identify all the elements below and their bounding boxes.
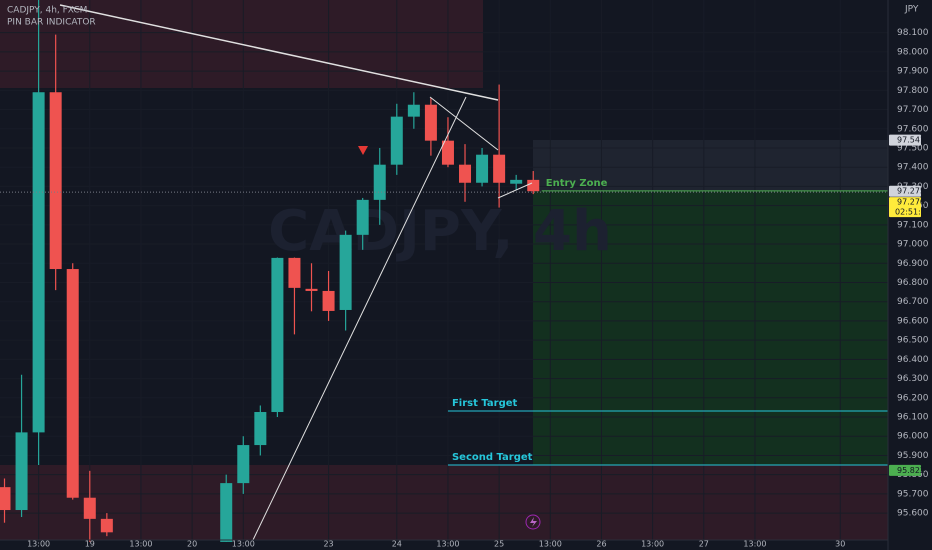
y-tick-label: 96.000 bbox=[897, 432, 929, 442]
x-tick-label: 13:00 bbox=[129, 540, 152, 549]
x-tick-label: 13:00 bbox=[743, 540, 766, 549]
y-tick-label: 97.400 bbox=[897, 163, 929, 173]
candle-body bbox=[390, 116, 403, 165]
candle-body bbox=[527, 179, 540, 192]
y-tick-label: 96.200 bbox=[897, 393, 929, 403]
y-tick-label: 97.700 bbox=[897, 105, 929, 115]
candle-body bbox=[271, 257, 284, 413]
y-tick-label: 95.600 bbox=[897, 509, 929, 519]
x-tick-label: 26 bbox=[596, 540, 606, 549]
x-tick-label: 13:00 bbox=[436, 540, 459, 549]
candle-body bbox=[305, 288, 318, 291]
candle-body bbox=[66, 269, 79, 498]
chart-title: CADJPY, 4h, FXCM bbox=[7, 6, 87, 16]
candle-body bbox=[220, 483, 233, 542]
candle-body bbox=[510, 179, 523, 184]
candle-body bbox=[288, 257, 301, 288]
x-tick-label: 25 bbox=[494, 540, 504, 549]
target-zone bbox=[533, 191, 888, 465]
candle-body bbox=[339, 234, 352, 310]
x-tick-label: 19 bbox=[85, 540, 95, 549]
y-tick-label: 96.300 bbox=[897, 374, 929, 384]
y-tick-label: 96.700 bbox=[897, 297, 929, 307]
y-tick-label: 96.600 bbox=[897, 316, 929, 326]
trend-line bbox=[497, 182, 533, 199]
y-tick-label: 96.900 bbox=[897, 259, 929, 269]
candle-body bbox=[373, 164, 386, 200]
price-axis bbox=[888, 0, 932, 550]
trend-line bbox=[59, 4, 499, 101]
x-tick-label: 24 bbox=[392, 540, 402, 549]
event-icon[interactable] bbox=[525, 514, 541, 530]
level-label: Second Target bbox=[452, 452, 533, 463]
x-tick-label: 13:00 bbox=[232, 540, 255, 549]
level-label: First Target bbox=[452, 398, 518, 409]
stop-zone bbox=[533, 140, 888, 191]
price-tag-label: 97.541 bbox=[897, 136, 925, 145]
candle-body bbox=[441, 140, 454, 165]
y-tick-label: 95.700 bbox=[897, 489, 929, 499]
indicator-name: PIN BAR INDICATOR bbox=[7, 18, 96, 28]
currency-label: JPY bbox=[904, 5, 919, 15]
y-tick-label: 97.500 bbox=[897, 143, 929, 153]
candle-body bbox=[83, 497, 96, 519]
demand-zone bbox=[0, 465, 888, 540]
y-tick-label: 96.500 bbox=[897, 336, 929, 346]
candle-body bbox=[49, 92, 62, 270]
x-tick-label: 27 bbox=[699, 540, 709, 549]
candle-body bbox=[493, 154, 506, 183]
x-tick-label: 30 bbox=[835, 540, 845, 549]
candle-body bbox=[237, 445, 250, 484]
y-tick-label: 97.800 bbox=[897, 86, 929, 96]
x-tick-label: 13:00 bbox=[641, 540, 664, 549]
candle-body bbox=[407, 104, 420, 117]
y-tick-label: 98.100 bbox=[897, 28, 929, 38]
price-tag bbox=[889, 185, 921, 197]
y-tick-label: 98.000 bbox=[897, 47, 929, 57]
y-tick-label: 97.900 bbox=[897, 67, 929, 77]
pin-bar-marker bbox=[358, 146, 368, 155]
candle-body bbox=[356, 199, 369, 235]
y-tick-label: 96.800 bbox=[897, 278, 929, 288]
event-icon-bolt bbox=[530, 517, 537, 527]
countdown: 02:51:14 bbox=[895, 208, 931, 217]
candle-body bbox=[100, 518, 113, 533]
candle-body bbox=[254, 412, 267, 446]
last-price-tag bbox=[889, 197, 921, 218]
price-tag bbox=[889, 134, 921, 146]
price-tag bbox=[889, 464, 921, 476]
y-tick-label: 96.400 bbox=[897, 355, 929, 365]
x-tick-label: 13:00 bbox=[27, 540, 50, 549]
candle-body bbox=[32, 92, 45, 433]
candle-body bbox=[459, 164, 472, 183]
x-tick-label: 20 bbox=[187, 540, 197, 549]
y-tick-label: 96.100 bbox=[897, 413, 929, 423]
y-tick-label: 95.900 bbox=[897, 451, 929, 461]
candle-body bbox=[0, 487, 11, 511]
price-tag-label: 97.275 bbox=[897, 187, 925, 196]
candle-body bbox=[322, 290, 335, 311]
y-tick-label: 97.600 bbox=[897, 124, 929, 134]
candle-body bbox=[15, 432, 28, 511]
candle-body bbox=[476, 154, 489, 183]
x-tick-label: 23 bbox=[323, 540, 333, 549]
trend-line bbox=[252, 96, 467, 541]
y-tick-label: 97.000 bbox=[897, 240, 929, 250]
level-label: Entry Zone bbox=[546, 178, 608, 189]
trend-line bbox=[429, 96, 499, 151]
watermark: CADJPY, 4h bbox=[268, 199, 612, 264]
x-tick-label: 13:00 bbox=[539, 540, 562, 549]
last-price-label: 97.270 bbox=[897, 198, 925, 207]
price-tag-label: 95.822 bbox=[897, 466, 925, 475]
y-tick-label: 97.100 bbox=[897, 220, 929, 230]
candle-body bbox=[424, 104, 437, 141]
